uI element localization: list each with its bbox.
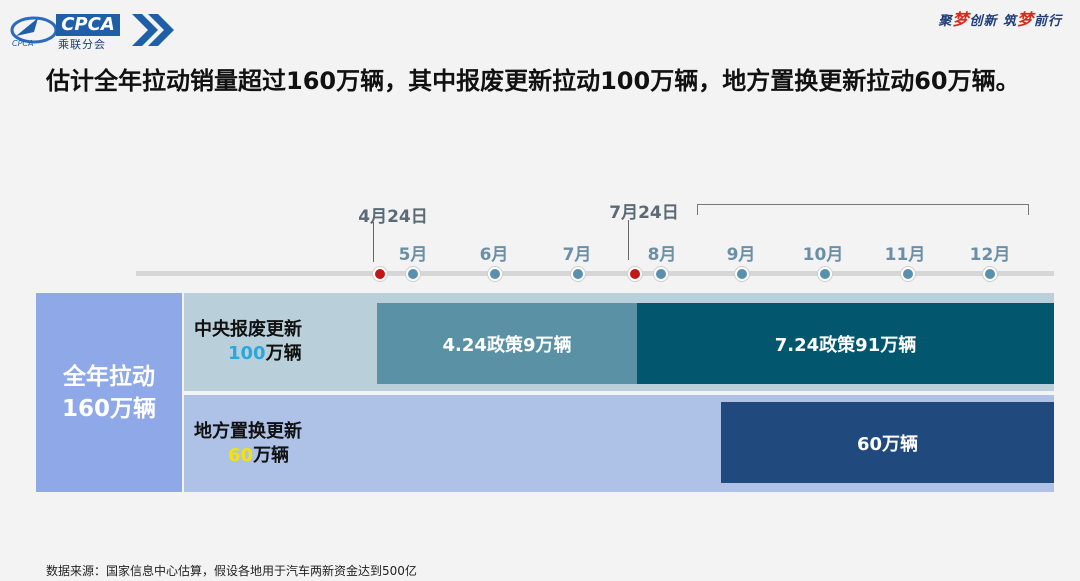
bar-jul24-policy: 7.24政策91万辆 (637, 303, 1054, 384)
logo-subtext: 乘联分会 (58, 38, 106, 51)
total-cell: 全年拉动 160万辆 (36, 293, 182, 492)
row2-label-num: 60 (228, 445, 254, 466)
month-label-10: 10月 (802, 245, 844, 265)
total-label-line1: 全年拉动 (63, 363, 155, 390)
row1-label: 中央报废更新 100万辆 (194, 318, 302, 366)
slogan: 聚梦创新 筑梦前行 (938, 10, 1062, 29)
double-chevron-icon (132, 14, 174, 46)
callout-jul24: 7月24日 (609, 203, 679, 223)
bar-apr24-policy: 4.24政策9万辆 (377, 303, 637, 384)
logo-text: CPCA (56, 14, 120, 36)
row2-label-unit: 万辆 (253, 445, 290, 466)
timeline-dot-7 (571, 267, 585, 281)
month-label-5: 5月 (398, 245, 428, 265)
row1-label-line1: 中央报废更新 (194, 319, 302, 340)
month-label-9: 9月 (726, 245, 756, 265)
timeline-axis (136, 271, 1054, 276)
month-label-6: 6月 (479, 245, 509, 265)
month-label-7: 7月 (562, 245, 592, 265)
callout-jul24-line (628, 220, 629, 260)
row2-label-line1: 地方置换更新 (194, 421, 302, 442)
row1-label-unit: 万辆 (265, 343, 302, 364)
timeline-dot-5 (406, 267, 420, 281)
bar-local-60: 60万辆 (721, 402, 1054, 483)
total-label-line2: 160万辆 (61, 395, 156, 422)
source-note: 数据来源：国家信息中心估算，假设各地用于汽车两新资金达到500亿 (46, 564, 417, 578)
timeline-dot-apr24 (373, 267, 387, 281)
row2-label: 地方置换更新 60万辆 (194, 420, 302, 468)
timeline-dot-12 (983, 267, 997, 281)
month-label-8: 8月 (647, 245, 677, 265)
timeline-dot-9 (735, 267, 749, 281)
month-label-11: 11月 (884, 245, 926, 265)
timeline-dot-10 (818, 267, 832, 281)
svg-text:CPCA: CPCA (12, 39, 33, 48)
callout-apr24-line (373, 222, 374, 262)
callout-apr24: 4月24日 (358, 207, 428, 227)
timeline-dot-11 (901, 267, 915, 281)
row1-label-num: 100 (228, 343, 266, 364)
timeline-dot-8 (654, 267, 668, 281)
cpca-globe-logo-icon: CPCA (10, 16, 58, 48)
period-bracket (697, 204, 1029, 215)
page-title: 估计全年拉动销量超过160万辆，其中报废更新拉动100万辆，地方置换更新拉动60… (46, 67, 1020, 95)
timeline-dot-6 (488, 267, 502, 281)
month-label-12: 12月 (969, 245, 1011, 265)
timeline-dot-jul24 (628, 267, 642, 281)
